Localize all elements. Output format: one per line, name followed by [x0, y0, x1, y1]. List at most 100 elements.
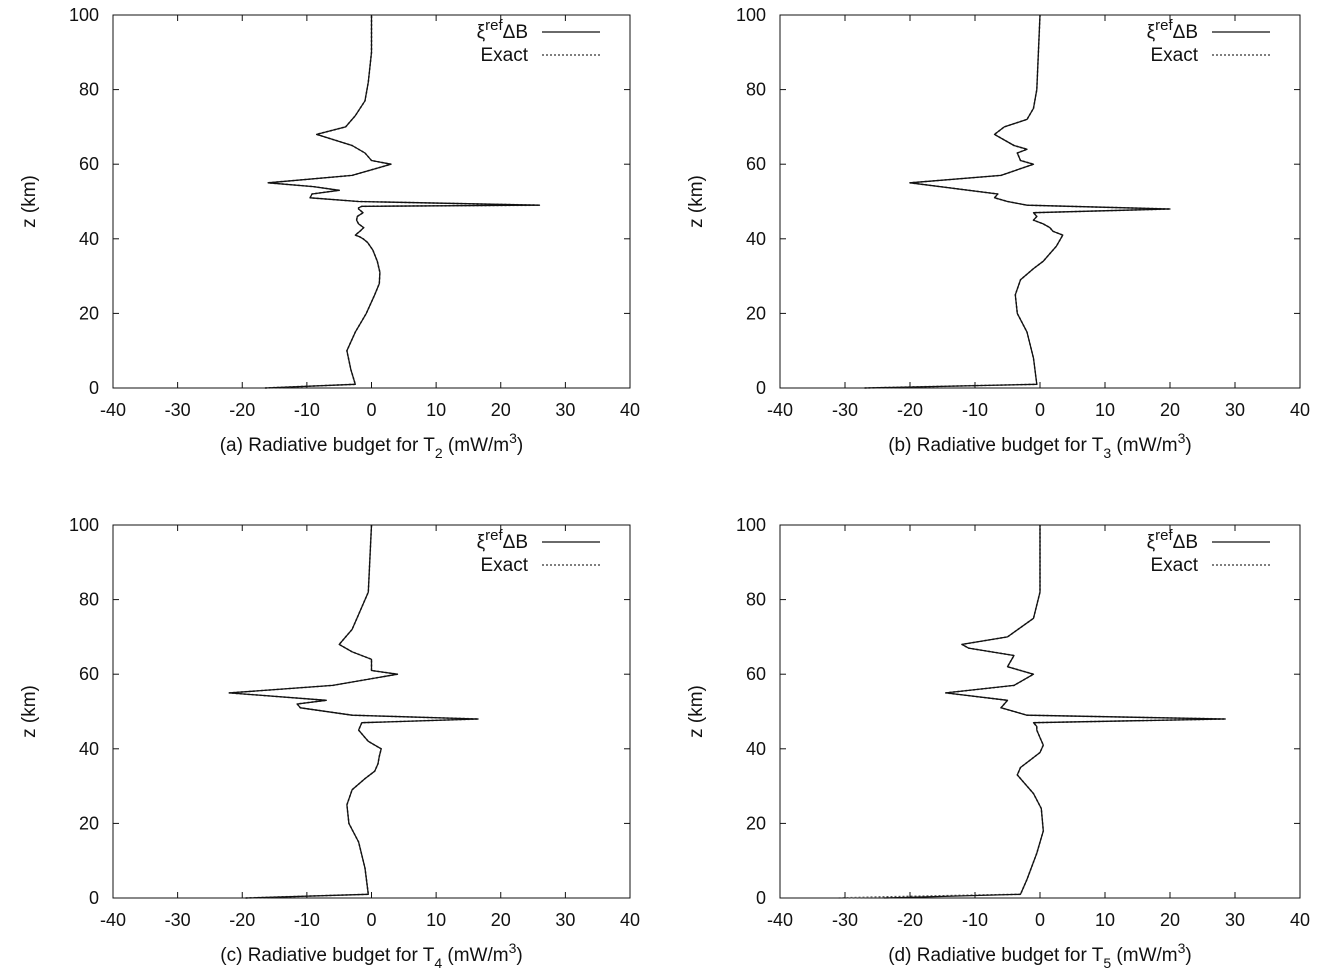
series-line-exact	[228, 524, 479, 899]
x-tick-label: 40	[620, 400, 640, 420]
x-tick-label: 20	[1160, 400, 1180, 420]
legend-label-part: ΔB	[503, 532, 528, 553]
x-tick-label: -30	[165, 910, 191, 930]
x-tick-label: -40	[767, 400, 793, 420]
legend-label-part: ξ	[477, 22, 486, 43]
x-axis-label-main: (b) Radiative budget for T	[888, 435, 1103, 456]
y-tick-label: 60	[79, 664, 99, 684]
x-axis-label-close: )	[1185, 945, 1191, 966]
y-tick-label: 20	[79, 813, 99, 833]
y-axis-label: z (km)	[19, 685, 40, 738]
y-tick-label: 40	[746, 739, 766, 759]
y-tick-label: 20	[79, 303, 99, 323]
x-axis-label-sup: 3	[509, 940, 517, 956]
legend-label: Exact	[480, 45, 528, 66]
series-line-exact	[838, 525, 1227, 899]
series-line-xi-ref-delta-b	[228, 524, 479, 899]
x-axis-label-unit: (mW/m	[443, 435, 509, 456]
legend-label-part: ΔB	[1173, 532, 1198, 553]
x-tick-label: -30	[832, 400, 858, 420]
legend-label: Exact	[480, 555, 528, 576]
x-tick-label: 10	[426, 400, 446, 420]
legend-label: ξrefΔB	[1147, 527, 1198, 553]
x-axis-label-close: )	[517, 435, 523, 456]
x-tick-label: 20	[491, 910, 511, 930]
x-axis-label-unit: (mW/m	[442, 945, 508, 966]
x-tick-label: 0	[1035, 910, 1045, 930]
y-tick-label: 20	[746, 303, 766, 323]
y-tick-label: 100	[69, 515, 99, 535]
x-tick-label: -10	[962, 910, 988, 930]
x-tick-label: 0	[366, 400, 376, 420]
y-axis-label: z (km)	[686, 685, 707, 738]
x-axis-label-sup: 3	[509, 430, 517, 446]
x-axis-label-unit: (mW/m	[1111, 435, 1177, 456]
y-tick-label: 0	[89, 378, 99, 398]
x-tick-label: 10	[1095, 910, 1115, 930]
series-line-exact	[264, 15, 541, 389]
legend-label: ξrefΔB	[1147, 17, 1198, 43]
y-tick-label: 0	[89, 888, 99, 908]
x-axis-label: (a) Radiative budget for T2 (mW/m3)	[220, 430, 524, 461]
legend-label: Exact	[1150, 45, 1198, 66]
y-tick-label: 0	[756, 378, 766, 398]
x-axis-label-main: (d) Radiative budget for T	[888, 945, 1103, 966]
x-tick-label: -10	[294, 910, 320, 930]
x-axis-label: (d) Radiative budget for T5 (mW/m3)	[888, 940, 1192, 971]
panel-c: -40 -30 -20 -10 0 10 20 30 40 0 20 40 60 80 100 z (km) (…	[19, 515, 640, 971]
series-line-exact	[864, 14, 1171, 389]
x-tick-label: -20	[229, 400, 255, 420]
x-tick-label: 20	[491, 400, 511, 420]
x-axis-label-close: )	[516, 945, 522, 966]
x-axis-label-sup: 3	[1178, 940, 1186, 956]
x-tick-label: 40	[1290, 400, 1310, 420]
plot-frame	[779, 14, 1301, 389]
panel-b: -40 -30 -20 -10 0 10 20 30 40 0 20 40 60 80 100 z (km) (…	[686, 5, 1310, 461]
legend-label-part: ΔB	[1173, 22, 1198, 43]
y-axis-label: z (km)	[686, 175, 707, 228]
x-tick-label: -10	[962, 400, 988, 420]
y-tick-label: 80	[79, 80, 99, 100]
x-axis-label-sup: 3	[1178, 430, 1186, 446]
x-tick-label: 20	[1160, 910, 1180, 930]
legend-label-sup: ref	[485, 17, 503, 34]
x-axis-label-sub: 3	[1103, 445, 1111, 461]
x-axis-label-main: (c) Radiative budget for T	[220, 945, 434, 966]
y-tick-label: 100	[736, 5, 766, 25]
series-line-xi-ref-delta-b	[883, 525, 1226, 899]
y-tick-label: 60	[746, 154, 766, 174]
plot-frame	[112, 524, 631, 899]
x-tick-label: 0	[366, 910, 376, 930]
panel-a: -40 -30 -20 -10 0 10 20 30 40 0 20 40 60 80 100 z (km) (…	[19, 5, 640, 461]
y-tick-label: 40	[79, 739, 99, 759]
x-tick-label: -40	[100, 910, 126, 930]
y-axis-label: z (km)	[19, 175, 40, 228]
series-line-xi-ref-delta-b	[264, 15, 541, 389]
legend-label: Exact	[1150, 555, 1198, 576]
x-tick-label: -40	[100, 400, 126, 420]
x-tick-label: -20	[229, 910, 255, 930]
y-tick-label: 80	[746, 590, 766, 610]
y-tick-label: 40	[79, 229, 99, 249]
x-tick-label: 10	[1095, 400, 1115, 420]
y-tick-label: 100	[736, 515, 766, 535]
x-axis-label-sub: 5	[1103, 955, 1111, 971]
x-tick-label: -20	[897, 400, 923, 420]
x-tick-label: -20	[897, 910, 923, 930]
x-axis-label-sub: 2	[435, 445, 443, 461]
legend-label-part: ΔB	[503, 22, 528, 43]
legend-label-sup: ref	[1155, 527, 1173, 544]
x-axis-label: (b) Radiative budget for T3 (mW/m3)	[888, 430, 1192, 461]
x-tick-label: 30	[1225, 400, 1245, 420]
legend-label-part: ξ	[477, 532, 486, 553]
legend-label-sup: ref	[1155, 17, 1173, 34]
x-tick-label: -30	[832, 910, 858, 930]
series-line-xi-ref-delta-b	[864, 14, 1171, 389]
y-tick-label: 40	[746, 229, 766, 249]
x-axis-label-main: (a) Radiative budget for T	[220, 435, 435, 456]
x-tick-label: 40	[620, 910, 640, 930]
x-axis-label-unit: (mW/m	[1111, 945, 1177, 966]
legend-label-sup: ref	[485, 527, 503, 544]
y-tick-label: 100	[69, 5, 99, 25]
